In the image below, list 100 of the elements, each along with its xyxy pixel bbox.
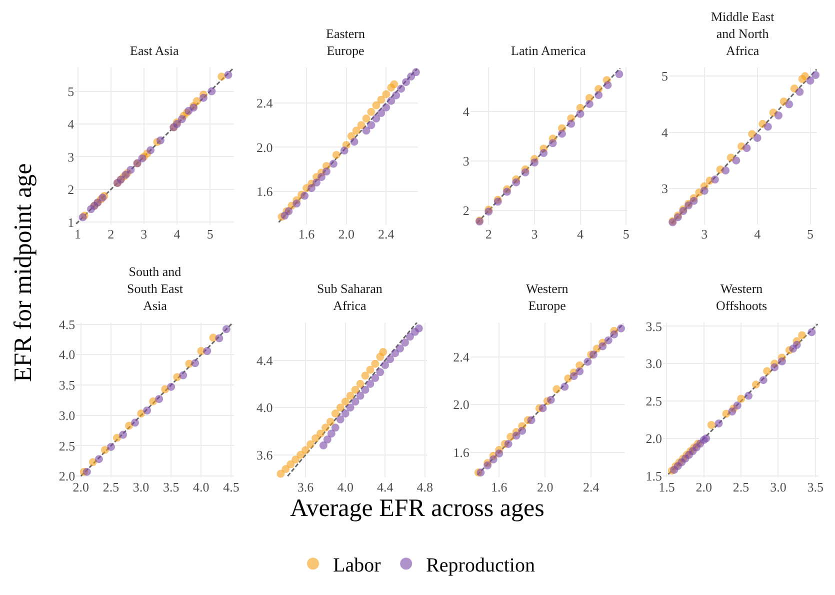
point xyxy=(356,380,364,388)
point xyxy=(286,460,295,468)
x-tick-label: 5 xyxy=(622,226,630,242)
x-tick-label: 5 xyxy=(807,226,814,242)
point xyxy=(371,374,380,382)
point xyxy=(302,446,310,454)
point xyxy=(215,334,224,342)
point xyxy=(753,134,762,142)
point xyxy=(792,340,801,349)
x-tick-label: 3.5 xyxy=(807,479,824,494)
point xyxy=(570,372,578,380)
point xyxy=(143,406,152,415)
point xyxy=(406,332,414,341)
point xyxy=(521,168,530,176)
point xyxy=(100,446,109,454)
point xyxy=(397,84,406,93)
point xyxy=(812,71,820,80)
point xyxy=(208,87,216,96)
x-tick-label: 4 xyxy=(174,226,181,242)
point xyxy=(316,430,324,438)
point xyxy=(737,394,746,403)
point xyxy=(366,366,374,374)
point xyxy=(598,342,607,350)
point xyxy=(714,419,723,428)
point xyxy=(88,458,97,466)
point xyxy=(179,371,188,380)
x-tick-label: 4.8 xyxy=(416,479,434,494)
point xyxy=(414,324,423,332)
y-tick-label: 3 xyxy=(462,154,470,169)
x-tick-label: 2.0 xyxy=(338,226,354,242)
point xyxy=(312,178,321,187)
point xyxy=(806,76,814,85)
point xyxy=(690,196,698,205)
point xyxy=(156,136,164,144)
x-tick-label: 3.5 xyxy=(162,479,180,494)
chart-title: South and South East Asia xyxy=(127,264,184,313)
point xyxy=(518,426,526,435)
x-tick-label: 2 xyxy=(108,226,114,242)
y-tick-label: 4.0 xyxy=(256,400,273,416)
point xyxy=(576,367,584,376)
point xyxy=(585,100,594,108)
y-tick-label: 4 xyxy=(462,104,470,119)
point xyxy=(610,330,618,338)
chart-title: Eastern Europe xyxy=(326,26,366,58)
point xyxy=(367,108,376,116)
point xyxy=(292,456,300,464)
x-tick-label: 4 xyxy=(577,226,584,242)
y-tick-label: 2.4 xyxy=(453,350,470,365)
point xyxy=(222,325,230,334)
point xyxy=(702,434,710,442)
y-tick-label: 1.5 xyxy=(646,468,662,484)
point xyxy=(604,336,612,344)
point xyxy=(764,122,772,131)
y-tick-label: 1.6 xyxy=(453,444,470,460)
x-tick-label: 3 xyxy=(531,226,538,242)
point xyxy=(82,468,91,476)
point xyxy=(119,430,128,439)
x-tick-label: 4.0 xyxy=(193,479,210,494)
x-tick-label: 4.0 xyxy=(337,479,354,494)
point xyxy=(576,110,584,118)
x-tick-label: 2.0 xyxy=(536,479,554,494)
x-axis-title: Average EFR across ages xyxy=(290,495,544,522)
point xyxy=(131,418,140,427)
y-tick-label: 3.5 xyxy=(646,318,662,334)
point xyxy=(192,97,201,106)
point xyxy=(489,455,498,464)
point xyxy=(306,440,315,448)
x-tick-label: 2.4 xyxy=(378,226,395,242)
point xyxy=(224,70,232,79)
point xyxy=(615,70,624,78)
point xyxy=(356,392,364,400)
y-tick-label: 4.4 xyxy=(256,352,274,368)
point xyxy=(796,88,804,96)
y-tick-label: 3.0 xyxy=(646,356,662,372)
y-axis-title: EFR for midpoint age xyxy=(10,163,37,382)
point xyxy=(377,96,386,104)
x-tick-label: 3 xyxy=(140,226,148,242)
y-tick-label: 2.4 xyxy=(256,96,274,111)
point xyxy=(402,78,410,86)
point xyxy=(722,166,730,175)
point xyxy=(94,455,103,464)
point xyxy=(357,121,366,130)
point xyxy=(178,115,186,124)
x-tick-label: 3.6 xyxy=(297,479,314,494)
point xyxy=(312,434,320,442)
point xyxy=(113,434,121,442)
point xyxy=(560,382,569,391)
point xyxy=(352,126,360,135)
point xyxy=(512,178,520,186)
point xyxy=(512,432,520,440)
x-tick-label: 1.6 xyxy=(490,479,508,494)
y-tick-label: 1 xyxy=(68,214,74,230)
y-tick-label: 4.5 xyxy=(58,316,76,332)
point xyxy=(382,90,390,98)
y-tick-label: 3 xyxy=(661,181,668,196)
x-tick-label: 1.6 xyxy=(298,226,316,242)
point xyxy=(584,358,592,366)
point xyxy=(495,449,504,458)
point xyxy=(350,138,358,146)
point xyxy=(292,200,301,208)
